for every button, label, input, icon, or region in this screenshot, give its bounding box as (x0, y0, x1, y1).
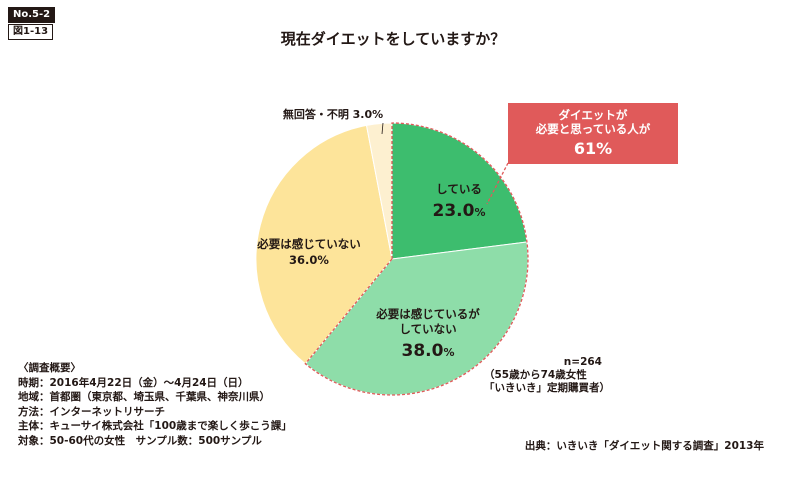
noanswer-leader-line (381, 122, 384, 135)
chart-title: 現在ダイエットをしていますか？ (280, 30, 506, 48)
survey-overview: 〈調査概要〉 時期：2016年4月22日（金）〜4月24日（日） 地域：首都圏（… (18, 361, 292, 449)
slice-label-needed-line2: していない (399, 322, 456, 336)
survey-method: 方法：インターネットリサーチ (18, 405, 165, 418)
sample-source-group: 「いきいき」定期購買者） (484, 382, 610, 394)
callout-box: ダイエットが 必要と思っている人が 61% (508, 103, 678, 164)
slice-label-notneeded: 必要は感じていない (256, 237, 361, 251)
survey-overview-heading: 〈調査概要〉 (18, 362, 81, 374)
slice-value-doing: 23.0% (433, 201, 486, 221)
sample-description: （55歳から74歳女性 (484, 369, 587, 381)
figure-id-badge: 図1-13 (8, 24, 54, 40)
survey-region: 地域：首都圏（東京都、埼玉県、千葉県、神奈川県） (18, 391, 270, 404)
slice-label-needed-line1: 必要は感じているが (375, 307, 480, 321)
needed-group-dashed-outline (304, 122, 529, 396)
slice-value-needed: 38.0% (402, 341, 455, 361)
callout-line1: ダイエットが (558, 108, 628, 122)
callout-line2: 必要と思っている人が (535, 122, 651, 136)
survey-target: 対象：50-60代の女性 サンプル数：500サンプル (18, 434, 262, 447)
slice-label-doing: している (436, 182, 482, 196)
figure-number-badge: No.5-2 (8, 7, 56, 23)
pie-slices (255, 122, 529, 396)
slice-notneeded (255, 124, 393, 365)
slice-label-noanswer: 無回答・不明 3.0% (283, 107, 383, 121)
callout-percent: 61% (573, 139, 613, 158)
survey-period: 時期：2016年4月22日（金）〜4月24日（日） (18, 376, 249, 389)
sample-size: n=264 (563, 356, 602, 368)
sample-info: n=264 （55歳から74歳女性 「いきいき」定期購買者） (484, 356, 640, 395)
source-credit: 出典：いきいき「ダイエット関する調査」2013年 (524, 440, 764, 452)
slice-value-notneeded: 36.0% (289, 253, 329, 267)
callout-leader-line (486, 162, 509, 205)
survey-sponsor: 主体：キューサイ株式会社「100歳まで楽しく歩こう課」 (18, 420, 292, 433)
